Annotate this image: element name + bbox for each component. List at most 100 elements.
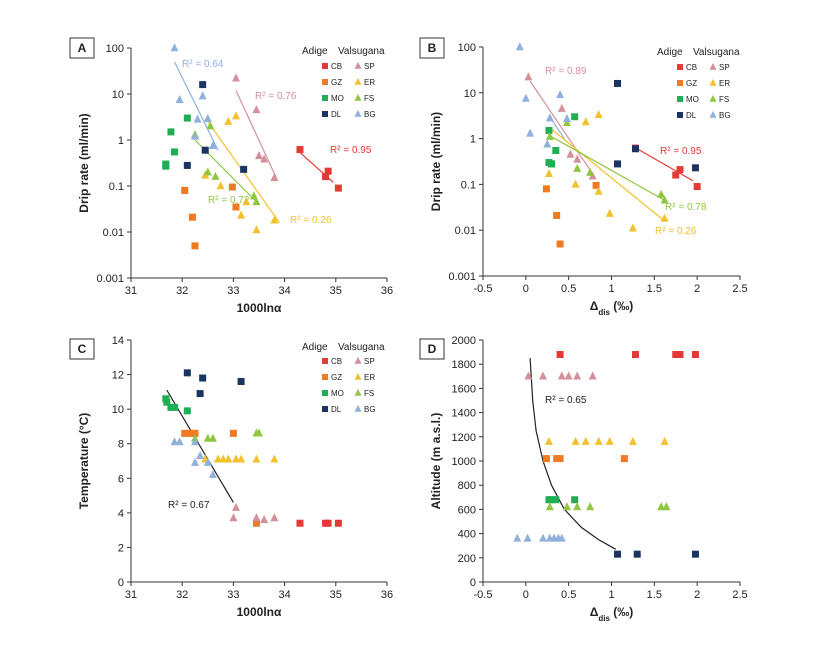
legend-group-adige: Adige <box>302 46 328 57</box>
point-CB <box>676 166 684 174</box>
point-BG <box>170 437 179 446</box>
point-FS <box>657 189 666 198</box>
point-MO <box>183 407 191 415</box>
legend-marker-ER <box>354 372 362 380</box>
point-BG <box>175 437 184 446</box>
point-ER <box>628 436 637 445</box>
x-tick-label: 0.5 <box>561 589 576 601</box>
point-FS <box>573 163 582 172</box>
x-tick-label: 33 <box>227 589 239 601</box>
point-ER <box>581 117 590 126</box>
point-GZ <box>232 203 240 211</box>
y-tick-label: 10 <box>112 404 124 416</box>
y-tick-label: 2000 <box>452 335 476 347</box>
point-FS <box>562 502 571 511</box>
y-tick-label: 1400 <box>452 408 476 420</box>
point-MO <box>552 496 560 504</box>
point-FS <box>203 433 212 442</box>
point-SP <box>573 154 582 163</box>
point-ER <box>605 436 614 445</box>
y-tick-label: 1 <box>118 135 124 147</box>
point-GZ <box>542 185 550 193</box>
y-tick-label: 1800 <box>452 359 476 371</box>
point-SP <box>588 371 597 380</box>
point-ER <box>581 436 590 445</box>
point-CB <box>296 519 304 527</box>
legend-label-GZ: GZ <box>331 373 342 382</box>
y-tick-label: 200 <box>458 553 476 565</box>
legend-group-valsugana: Valsugana <box>338 46 385 57</box>
point-MO <box>571 113 579 121</box>
r2-label: R² = 0.76 <box>255 91 297 102</box>
point-DL <box>613 160 621 168</box>
point-CB <box>334 184 342 192</box>
y-tick-label: 12 <box>112 370 124 382</box>
point-ER <box>237 210 246 219</box>
point-GZ <box>229 429 237 437</box>
point-SP <box>557 371 566 380</box>
legend-marker-MO <box>322 390 328 396</box>
fit-curve <box>529 358 617 550</box>
fit-line-SP <box>235 90 278 180</box>
x-tick-label: 34 <box>278 285 290 297</box>
point-MO <box>545 127 553 135</box>
point-GZ <box>553 211 561 219</box>
point-FS <box>573 502 582 511</box>
legend-label-BG: BG <box>719 111 731 120</box>
point-ER <box>605 208 614 217</box>
legend-marker-BG <box>709 110 717 118</box>
point-FS <box>206 121 215 130</box>
x-tick-label: 36 <box>381 589 393 601</box>
point-FS <box>562 118 571 127</box>
y-axis-label: Temperature (°C) <box>77 413 91 510</box>
point-ER <box>214 454 223 463</box>
y-tick-label: 6 <box>118 473 124 485</box>
y-axis-label: Drip rate (ml/min) <box>77 113 91 212</box>
point-BG <box>203 113 212 122</box>
point-BG <box>513 533 522 542</box>
legend-label-SP: SP <box>364 62 375 71</box>
panel-label: A <box>78 41 87 55</box>
y-tick-label: 800 <box>458 480 476 492</box>
x-axis-label: Δdis (‰) <box>590 299 634 317</box>
legend-label-CB: CB <box>331 357 342 366</box>
point-FS <box>545 502 554 511</box>
point-MO <box>167 403 175 411</box>
point-SP <box>524 371 533 380</box>
legend-marker-CB <box>322 358 328 364</box>
legend-marker-DL <box>322 406 328 412</box>
point-MO <box>183 114 191 122</box>
point-SP <box>252 105 261 114</box>
y-tick-label: 0.1 <box>461 179 476 191</box>
point-BG <box>193 114 202 123</box>
point-MO <box>548 160 556 168</box>
point-BG <box>208 140 217 149</box>
x-tick-label: 1 <box>608 283 614 295</box>
x-tick-label: 35 <box>330 285 342 297</box>
point-FS <box>586 167 595 176</box>
r2-label: R² = 0.89 <box>545 66 587 77</box>
point-SP <box>229 513 238 522</box>
legend-marker-SP <box>354 356 362 364</box>
legend-marker-GZ <box>322 79 328 85</box>
point-GZ <box>228 183 236 191</box>
point-SP <box>260 154 269 163</box>
x-axis-label: 1000lnα <box>237 301 282 315</box>
y-tick-label: 0.01 <box>455 225 476 237</box>
legend-marker-FS <box>709 94 717 102</box>
point-GZ <box>191 242 199 250</box>
point-FS <box>211 171 220 180</box>
x-tick-label: 1.5 <box>647 589 662 601</box>
point-BG <box>191 131 199 140</box>
point-DL <box>199 81 207 89</box>
legend-label-MO: MO <box>686 95 699 104</box>
point-FS <box>203 167 212 176</box>
point-GZ <box>181 186 189 194</box>
legend-group-adige: Adige <box>302 342 328 353</box>
point-BG <box>562 114 571 123</box>
point-SP <box>260 514 269 523</box>
point-ER <box>544 436 553 445</box>
legend-label-DL: DL <box>686 111 697 120</box>
legend-marker-DL <box>677 112 683 118</box>
fit-line-CB <box>636 148 694 182</box>
